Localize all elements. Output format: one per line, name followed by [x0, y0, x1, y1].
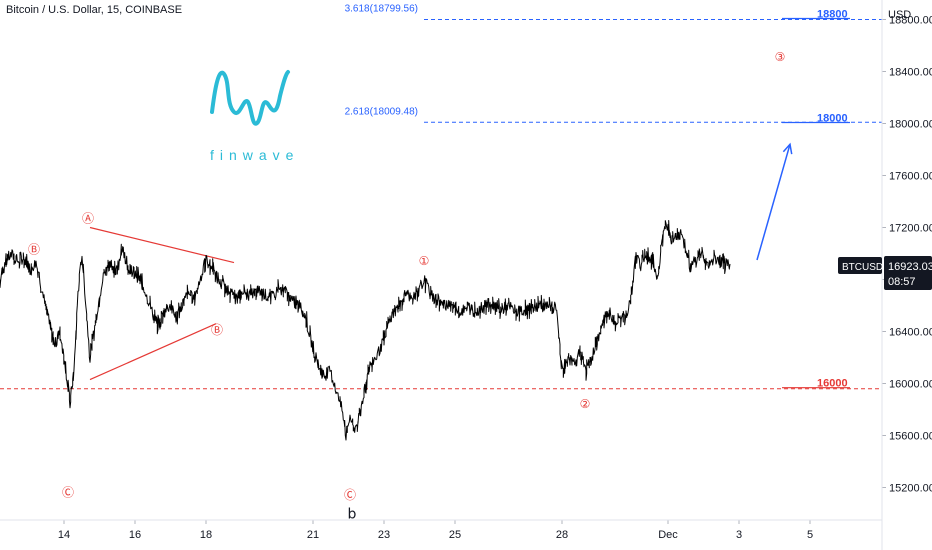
arrow-shaft	[756, 144, 791, 261]
x-tick-label: 16	[129, 529, 141, 541]
price-badge-bg	[884, 256, 932, 290]
finwave-logo: finwave	[210, 70, 299, 163]
symbol-badge-bg	[838, 257, 882, 274]
y-tick-label: 17600.00	[889, 171, 932, 183]
bar-countdown: 08:57	[888, 276, 916, 288]
x-tick-label: 5	[807, 529, 813, 541]
fib-level-label: 3.618(18799.56)	[345, 4, 418, 15]
wave-label: Ⓑ	[211, 323, 223, 337]
x-tick-label: 23	[378, 529, 390, 541]
symbol-label: BTCUSD	[842, 262, 883, 273]
logo-wordmark: finwave	[210, 147, 299, 163]
wave-label: Ⓒ	[62, 486, 74, 500]
triangle-trendline	[89, 226, 235, 264]
y-tick-label: 18000.00	[889, 119, 932, 131]
triangle-pattern	[89, 226, 235, 381]
price-axis[interactable]: 15200.0015600.0016000.0016400.0016800.00…	[882, 15, 932, 495]
price-series	[0, 220, 731, 441]
projection-arrow	[756, 142, 793, 261]
y-tick-label: 16000.00	[889, 379, 932, 391]
wave-label: ②	[580, 397, 591, 411]
y-tick-label: 15600.00	[889, 431, 932, 443]
chart-title: Bitcoin / U.S. Dollar, 15, COINBASE	[6, 4, 183, 16]
elliott-wave-labels: Ⓐ Ⓑ Ⓒ Ⓑ Ⓒb ① ② ③	[28, 50, 785, 523]
fibonacci-levels: 3.618(18799.56) 2.618(18009.48)	[345, 4, 882, 123]
wave-label: Ⓑ	[28, 243, 40, 257]
target-label: 16000	[817, 378, 848, 390]
arrow-head	[782, 142, 793, 155]
time-axis[interactable]: 14 16 18 21 23 25 28 Dec 3 5	[58, 520, 813, 541]
finwave-wave-icon	[210, 70, 290, 126]
last-price: 16923.03	[888, 261, 932, 273]
x-tick-label: 14	[58, 529, 70, 541]
wave-label: ③	[775, 50, 786, 64]
triangle-trendline	[89, 323, 217, 381]
x-tick-label: 28	[556, 529, 568, 541]
x-tick-label: 3	[736, 529, 742, 541]
y-tick-label: 18800.00	[889, 15, 932, 27]
wave-label: Ⓒ	[344, 488, 356, 502]
last-price-badge: BTCUSD 16923.03 08:57	[838, 256, 932, 290]
target-label: 18000	[817, 113, 848, 125]
x-tick-label: 25	[449, 529, 461, 541]
x-tick-label: 18	[200, 529, 212, 541]
wave-label: ①	[419, 254, 430, 268]
y-tick-label: 18400.00	[889, 67, 932, 79]
x-tick-label: 21	[307, 529, 319, 541]
y-tick-label: 15200.00	[889, 483, 932, 495]
y-tick-label: 16400.00	[889, 327, 932, 339]
price-line	[0, 220, 731, 441]
x-tick-label: Dec	[658, 529, 678, 541]
y-tick-label: 17200.00	[889, 223, 932, 235]
currency-label: USD	[888, 9, 911, 21]
price-targets: 18800 18000 16000	[782, 9, 850, 390]
fib-level-label: 2.618(18009.48)	[345, 106, 418, 117]
wave-label: b	[348, 507, 357, 523]
wave-label: Ⓐ	[82, 211, 94, 225]
target-label: 18800	[817, 9, 848, 21]
